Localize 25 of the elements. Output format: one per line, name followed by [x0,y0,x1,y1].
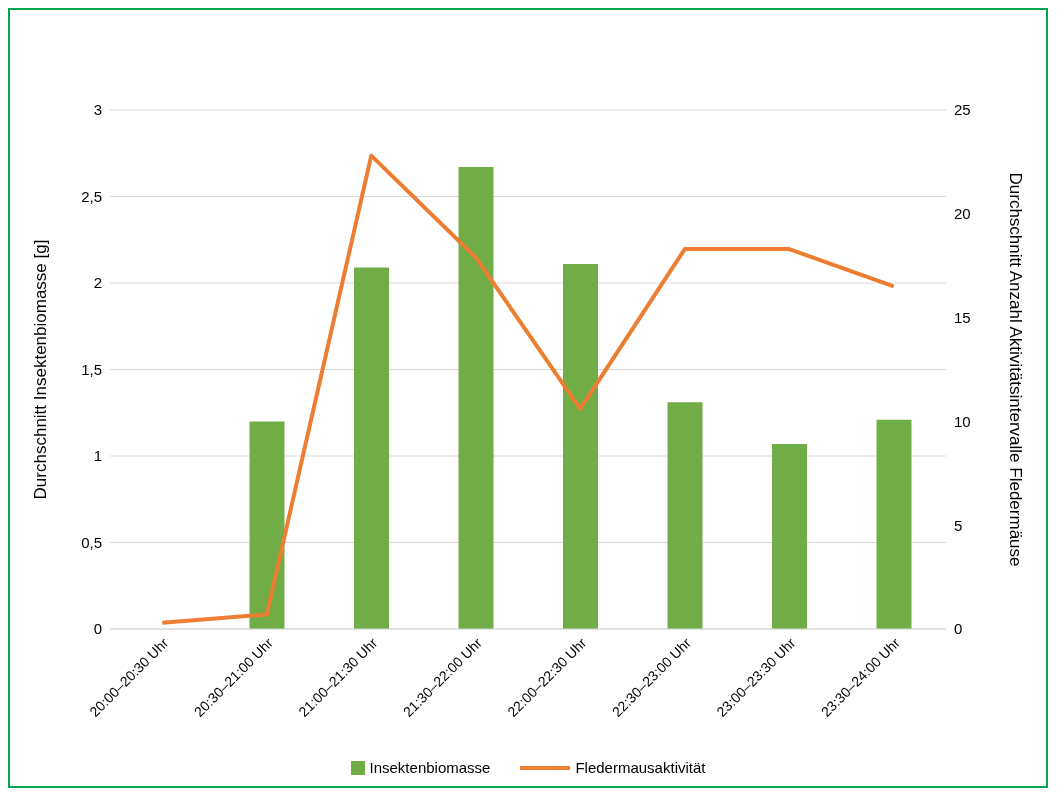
bar [458,167,494,629]
y-tick-label: 0,5 [81,533,102,551]
legend-label: Insektenbiomasse [369,759,491,776]
y2-tick-label: 0 [954,620,963,638]
bar [876,419,912,629]
y2-tick-label: 10 [954,412,971,430]
bar [249,421,285,629]
bar [667,402,703,629]
y-tick-label: 0 [93,620,102,638]
bar [354,267,389,629]
y2-tick-label: 25 [954,101,971,119]
y-tick-label: 2,5 [81,187,102,205]
y-tick-label: 3 [93,101,102,119]
y2-tick-label: 20 [954,205,971,223]
y-tick-label: 1,5 [81,360,102,378]
y-tick-label: 2 [93,274,102,292]
legend-label: Fledermausaktivität [575,759,706,776]
y-axis-title: Durchschnitt Insektenbiomasse [g] [31,239,51,500]
line-series [160,153,896,625]
y2-tick-label: 5 [954,516,963,534]
bar [563,263,598,629]
y2-axis-title: Durchschnitt Anzahl Aktivitätsintervalle Fledermäuse [1005,172,1025,567]
bar [772,443,807,629]
y2-tick-label: 15 [954,308,971,326]
y-tick-label: 1 [93,447,102,465]
